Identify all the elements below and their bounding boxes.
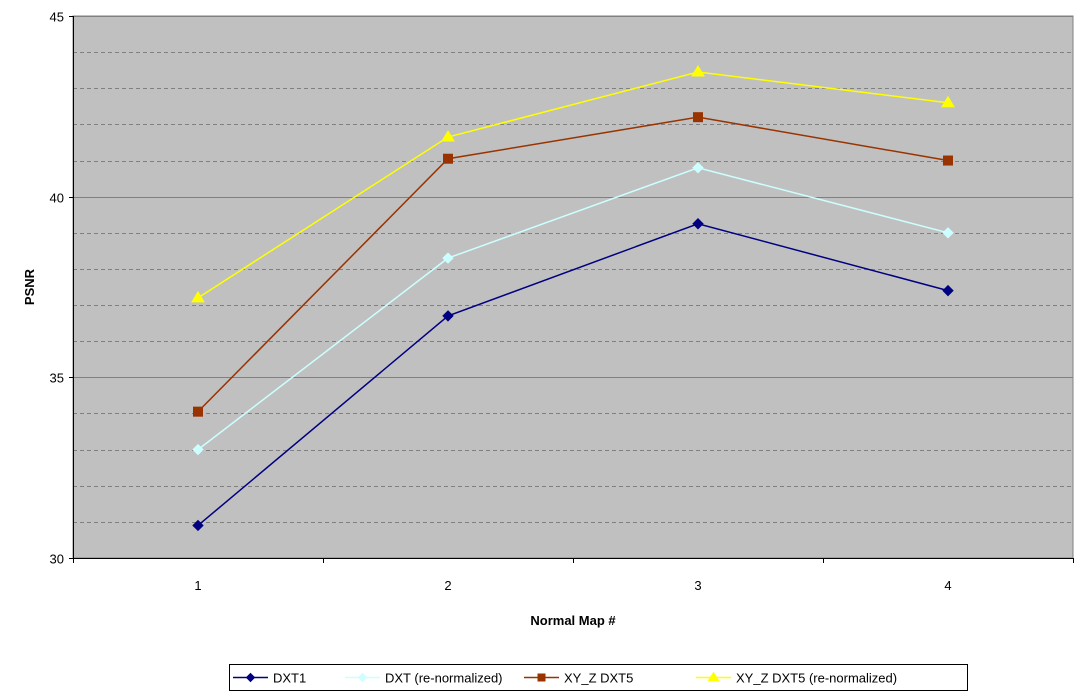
legend-label: XY_Z DXT5 (re-normalized) [736, 671, 897, 686]
legend-label: DXT1 [273, 671, 306, 686]
x-tick-label: 2 [444, 578, 451, 593]
legend-label: XY_Z DXT5 [564, 671, 633, 686]
data-point-1 [192, 519, 204, 532]
x-tick-label: 1 [194, 578, 201, 593]
legend: DXT1 DXT (re-normalized) XY_Z DXT5 XY_Z DXT… [229, 664, 968, 691]
y-axis-title: PSNR [22, 268, 37, 305]
data-point-2 [942, 227, 954, 239]
series-line-1 [197, 222, 949, 527]
x-axis-title: Normal Map # [530, 613, 616, 628]
y-tick-label: 35 [50, 371, 64, 386]
data-point-1 [692, 218, 704, 230]
series-line-3 [197, 116, 949, 413]
data-point-4 [191, 290, 205, 303]
x-tick-label: 4 [944, 578, 951, 593]
data-point-1 [442, 310, 454, 322]
data-point-2 [192, 443, 204, 456]
data-point-4 [441, 130, 455, 142]
legend-marker [245, 672, 256, 683]
y-tick-label: 40 [50, 191, 64, 206]
legend-marker [357, 672, 368, 683]
data-point-4 [691, 65, 705, 77]
data-point-1 [942, 284, 954, 297]
data-point-2 [692, 162, 704, 174]
legend-marker [537, 673, 546, 682]
y-tick-label: 45 [50, 10, 64, 25]
data-point-3 [943, 155, 953, 166]
data-point-2 [442, 252, 454, 264]
legend-marker [707, 671, 720, 681]
data-point-3 [443, 153, 453, 164]
plot-area [72, 15, 1074, 559]
series-line-4 [197, 71, 949, 299]
data-point-3 [193, 406, 203, 417]
data-point-4 [941, 95, 955, 108]
data-point-3 [693, 112, 703, 123]
series-line-2 [197, 166, 949, 451]
y-tick-label: 30 [50, 552, 64, 567]
x-tick-label: 3 [694, 578, 701, 593]
legend-label: DXT (re-normalized) [385, 671, 503, 686]
